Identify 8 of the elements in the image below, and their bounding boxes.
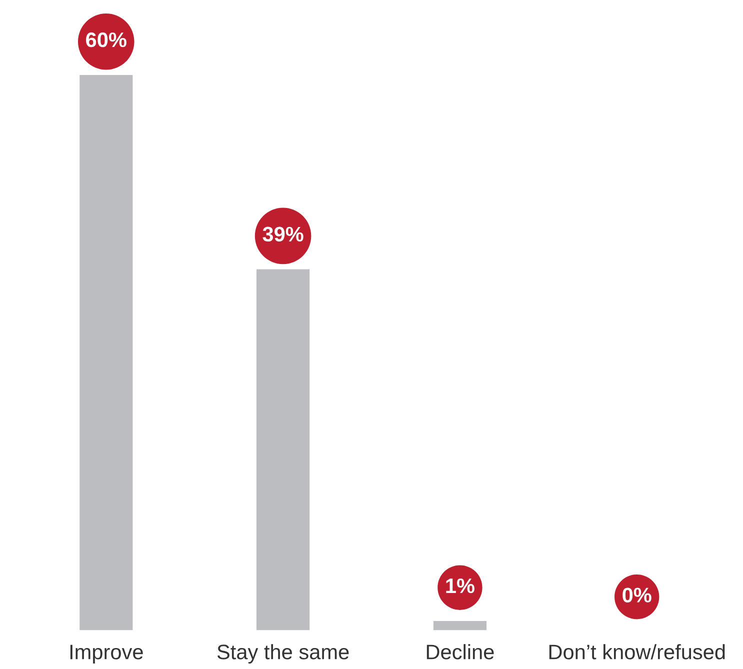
data-label: 60% <box>86 32 126 48</box>
x-tick-label: Don’t know/refused <box>549 644 725 660</box>
x-tick-label: Improve <box>70 644 143 664</box>
data-label: 1% <box>446 578 474 594</box>
x-tick-label: Stay the same <box>217 644 349 664</box>
data-label: 39% <box>262 226 304 242</box>
x-tick-label: Decline <box>426 644 494 660</box>
data-label: 0% <box>622 588 652 602</box>
